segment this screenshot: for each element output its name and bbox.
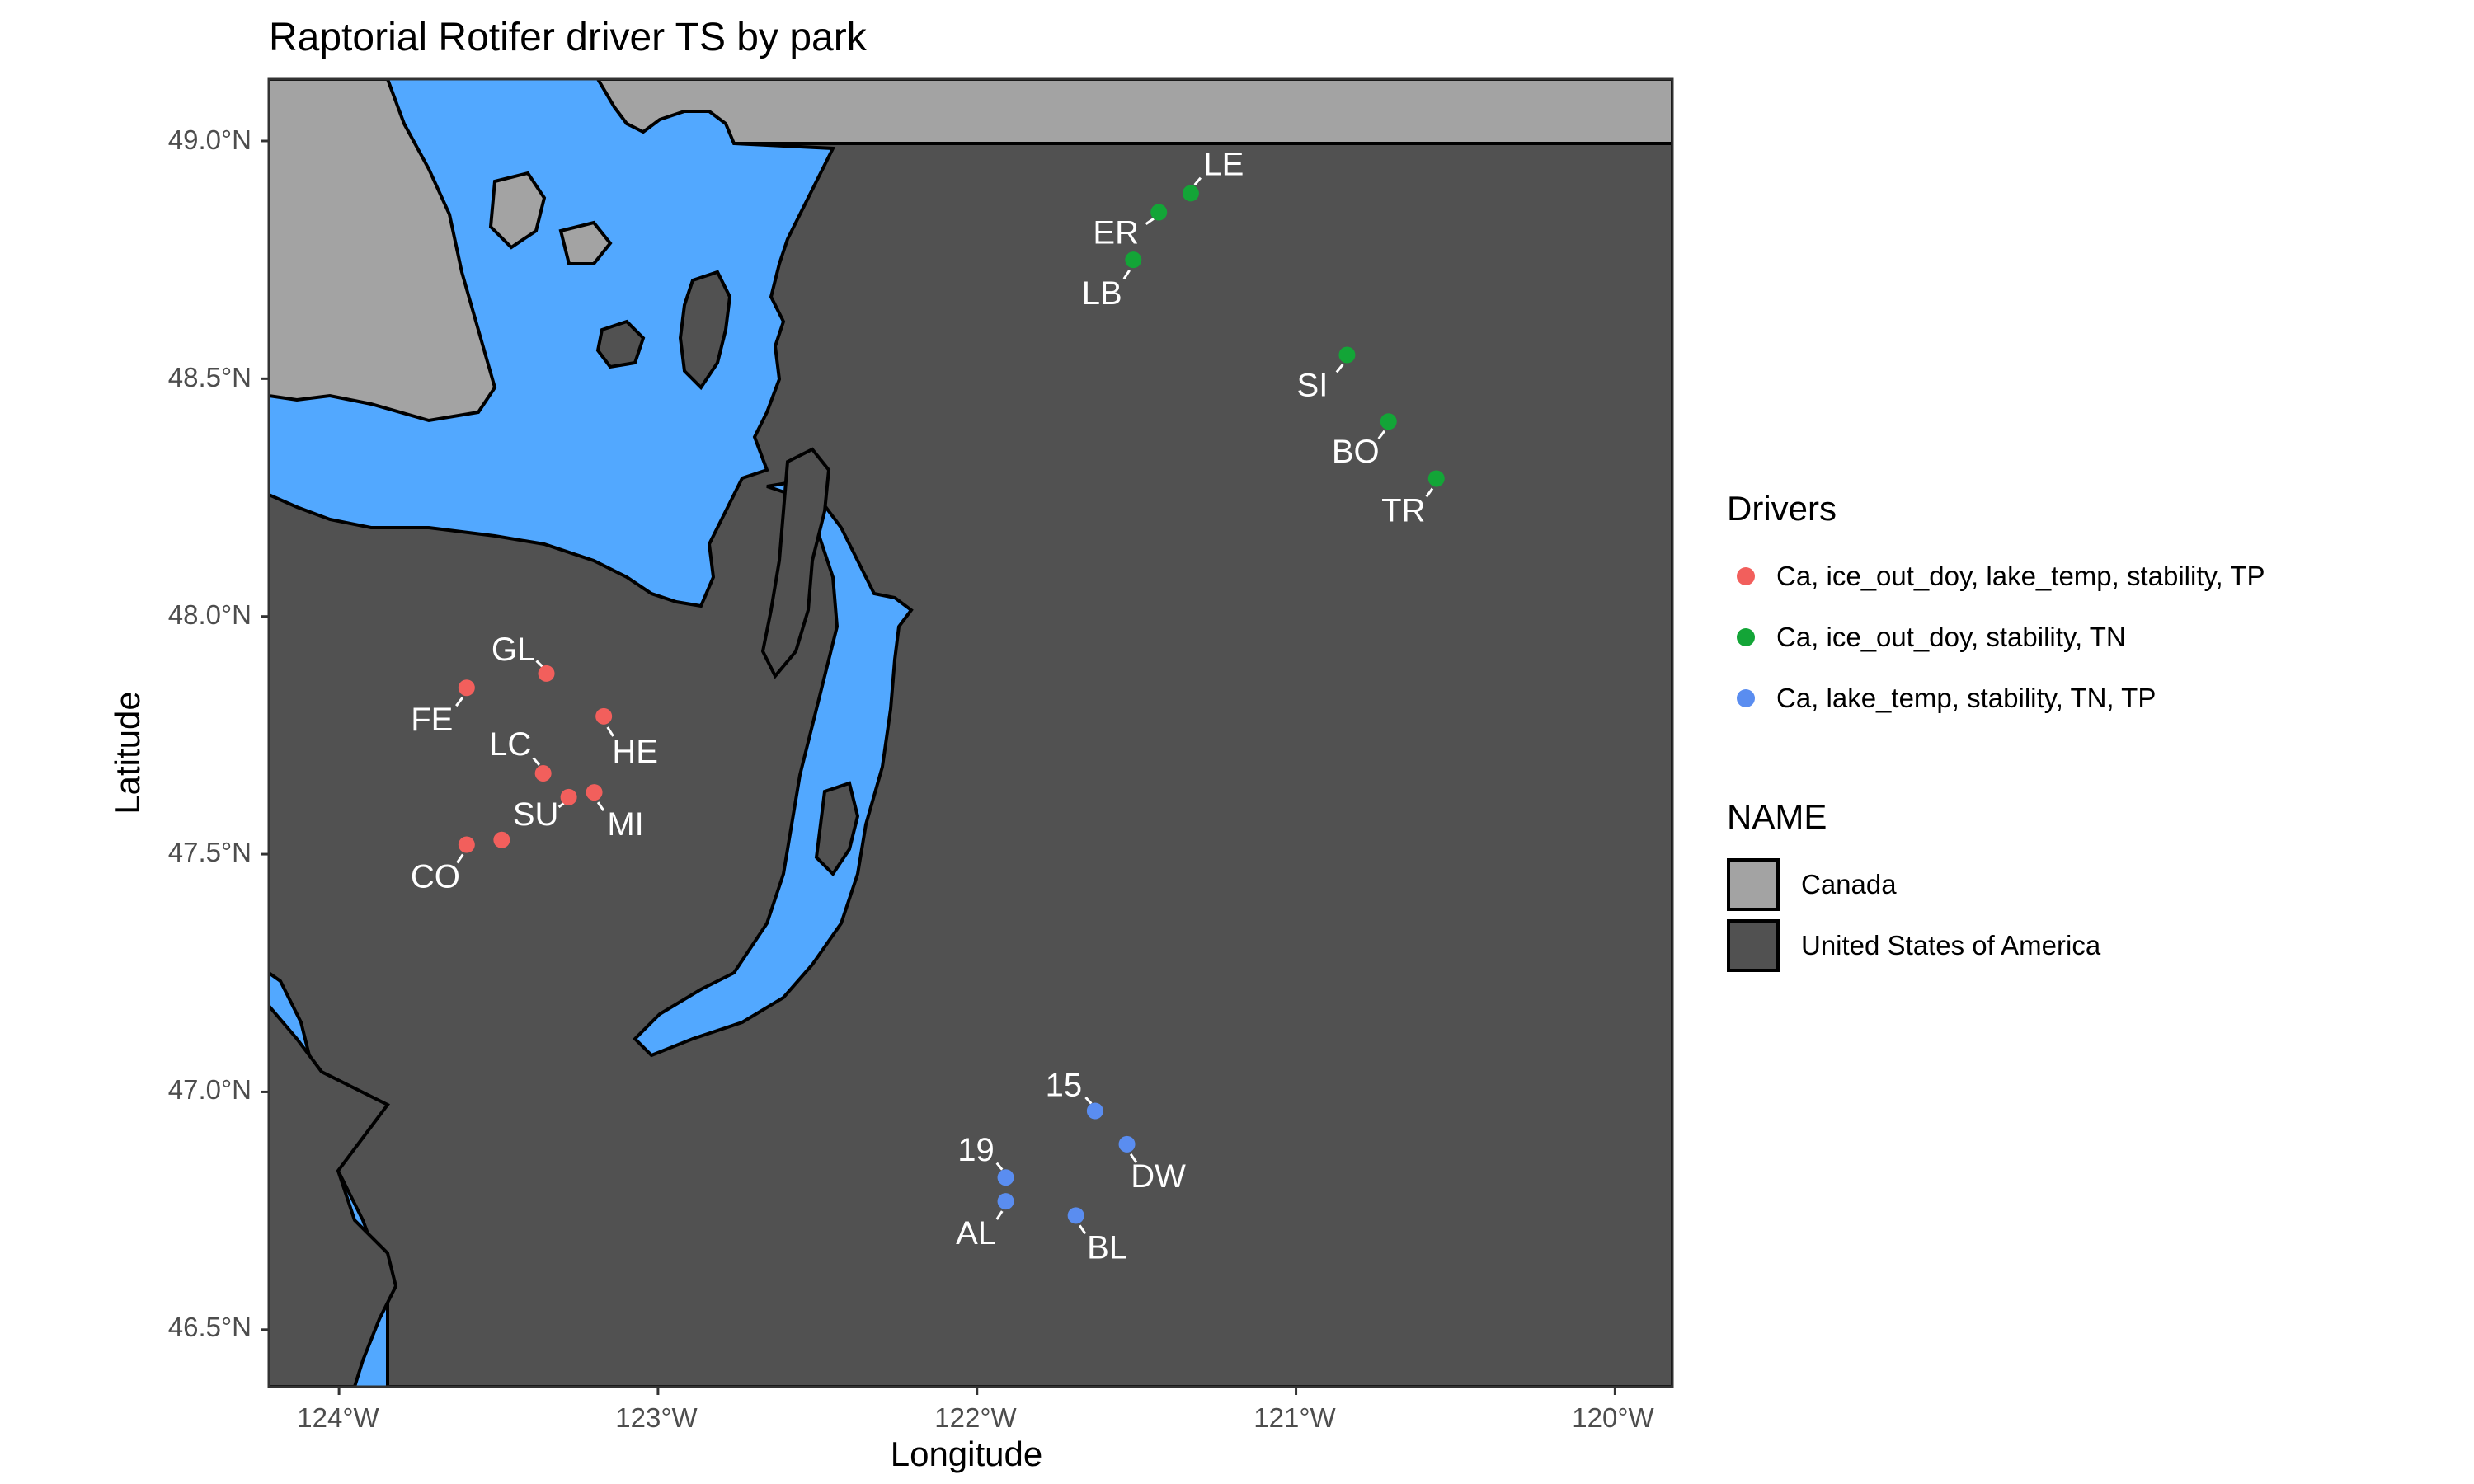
label-leader-line xyxy=(535,660,543,668)
site-point[interactable] xyxy=(1338,346,1356,364)
site-label: BL xyxy=(1087,1229,1127,1266)
label-leader-line xyxy=(1078,1224,1087,1235)
island-small-2 xyxy=(488,171,547,250)
y-tick-label: 48.0°N xyxy=(167,599,252,630)
site-label: DW xyxy=(1131,1158,1186,1195)
site-label: LC xyxy=(489,726,531,763)
site-label: 15 xyxy=(1046,1067,1083,1103)
x-tick-label: 122°W xyxy=(934,1402,1017,1433)
label-leader-line xyxy=(995,1210,1004,1220)
label-leader-line xyxy=(1122,269,1131,280)
site-label: ER xyxy=(1093,214,1139,251)
panel-border xyxy=(267,77,1674,1388)
site-point[interactable] xyxy=(1150,204,1168,221)
legend-name-item: Canada xyxy=(1727,854,1897,915)
site-label: MI xyxy=(607,806,643,843)
site-point[interactable] xyxy=(493,831,510,848)
legend-driver-label: Ca, lake_temp, stability, TN, TP xyxy=(1776,683,2157,713)
site-label: 19 xyxy=(957,1132,995,1168)
site-point[interactable] xyxy=(1125,251,1142,269)
site-point[interactable] xyxy=(538,665,555,682)
y-tick-label: 47.0°N xyxy=(167,1074,252,1105)
site-point[interactable] xyxy=(997,1193,1014,1210)
site-label: FE xyxy=(411,702,453,738)
x-tick-label: 121°W xyxy=(1253,1402,1336,1433)
site-label: TR xyxy=(1381,492,1425,528)
site-point[interactable] xyxy=(997,1169,1014,1186)
label-leader-line xyxy=(532,757,541,766)
legend-dot-green xyxy=(1737,628,1755,646)
site-point[interactable] xyxy=(1427,470,1445,487)
usa-southwest-coast xyxy=(269,1003,398,1387)
site-label: SI xyxy=(1297,368,1329,404)
legend-drivers-title: Drivers xyxy=(1727,489,1837,528)
y-tick-label: 48.5°N xyxy=(167,362,252,392)
site-point[interactable] xyxy=(1182,185,1199,202)
legend-driver-label: Ca, ice_out_doy, lake_temp, stability, T… xyxy=(1776,561,2265,591)
x-tick-label: 120°W xyxy=(1572,1402,1654,1433)
label-leader-line xyxy=(1084,1096,1093,1105)
legend-name-title: NAME xyxy=(1727,797,1827,836)
island-north xyxy=(678,270,732,391)
site-label: GL xyxy=(492,632,535,668)
y-tick-label: 49.0°N xyxy=(167,124,252,155)
label-leader-line xyxy=(1129,1153,1138,1163)
island-vashon xyxy=(814,781,860,877)
legend-driver-label: Ca, ice_out_doy, stability, TN xyxy=(1776,622,2126,652)
label-leader-line xyxy=(596,801,605,811)
legend-swatch-usa xyxy=(1727,919,1780,972)
site-point[interactable] xyxy=(1118,1135,1136,1153)
y-tick-label: 46.5°N xyxy=(167,1312,252,1342)
legend-driver-item: Ca, ice_out_doy, lake_temp, stability, T… xyxy=(1727,546,2265,607)
label-leader-line xyxy=(1425,487,1434,498)
site-point[interactable] xyxy=(586,784,603,801)
legend-name-label: Canada xyxy=(1801,869,1897,899)
label-leader-line xyxy=(456,853,464,864)
site-point[interactable] xyxy=(560,788,577,805)
label-leader-line xyxy=(1335,363,1344,373)
site-label: HE xyxy=(612,734,658,770)
island-small-1 xyxy=(595,319,646,369)
legend-dot-blue xyxy=(1737,689,1755,707)
label-leader-line xyxy=(455,697,463,707)
legend-driver-item: Ca, ice_out_doy, stability, TN xyxy=(1727,607,2126,668)
axis-ticks xyxy=(261,139,1616,1395)
site-label: SU xyxy=(513,796,559,833)
site-label: LB xyxy=(1082,275,1122,312)
canada-mainland xyxy=(595,79,1672,145)
label-leader-line xyxy=(995,1162,1004,1171)
y-tick-label: 47.5°N xyxy=(167,837,252,867)
label-leader-line xyxy=(606,726,614,737)
site-label: BO xyxy=(1332,434,1380,470)
site-label: AL xyxy=(956,1215,996,1252)
x-tick-label: 123°W xyxy=(615,1402,698,1433)
legend-swatch-canada xyxy=(1727,858,1780,911)
chart-title: Raptorial Rotifer driver TS by park xyxy=(269,16,867,59)
label-leader-line xyxy=(1145,218,1155,226)
site-point[interactable] xyxy=(595,707,613,725)
island-whidbey xyxy=(760,447,831,679)
label-leader-line xyxy=(1193,176,1202,186)
legend-name-item: United States of America xyxy=(1727,915,2100,976)
site-point[interactable] xyxy=(1380,413,1397,430)
canada-landmass xyxy=(269,79,497,423)
site-point[interactable] xyxy=(534,765,552,782)
site-point[interactable] xyxy=(458,679,475,697)
site-label: LE xyxy=(1203,146,1244,182)
x-axis-label: Longitude xyxy=(890,1435,1043,1473)
site-point[interactable] xyxy=(1086,1102,1103,1120)
label-leader-line xyxy=(1377,430,1386,440)
legend-name-label: United States of America xyxy=(1801,930,2101,960)
legend-driver-item: Ca, lake_temp, stability, TN, TP xyxy=(1727,668,2156,729)
y-axis-label: Latitude xyxy=(108,691,147,815)
island-small-3 xyxy=(558,220,613,265)
site-point[interactable] xyxy=(1067,1207,1084,1224)
site-label: CO xyxy=(411,859,460,895)
site-point[interactable] xyxy=(458,836,475,853)
x-tick-label: 124°W xyxy=(297,1402,379,1433)
legend-dot-red xyxy=(1737,567,1755,585)
